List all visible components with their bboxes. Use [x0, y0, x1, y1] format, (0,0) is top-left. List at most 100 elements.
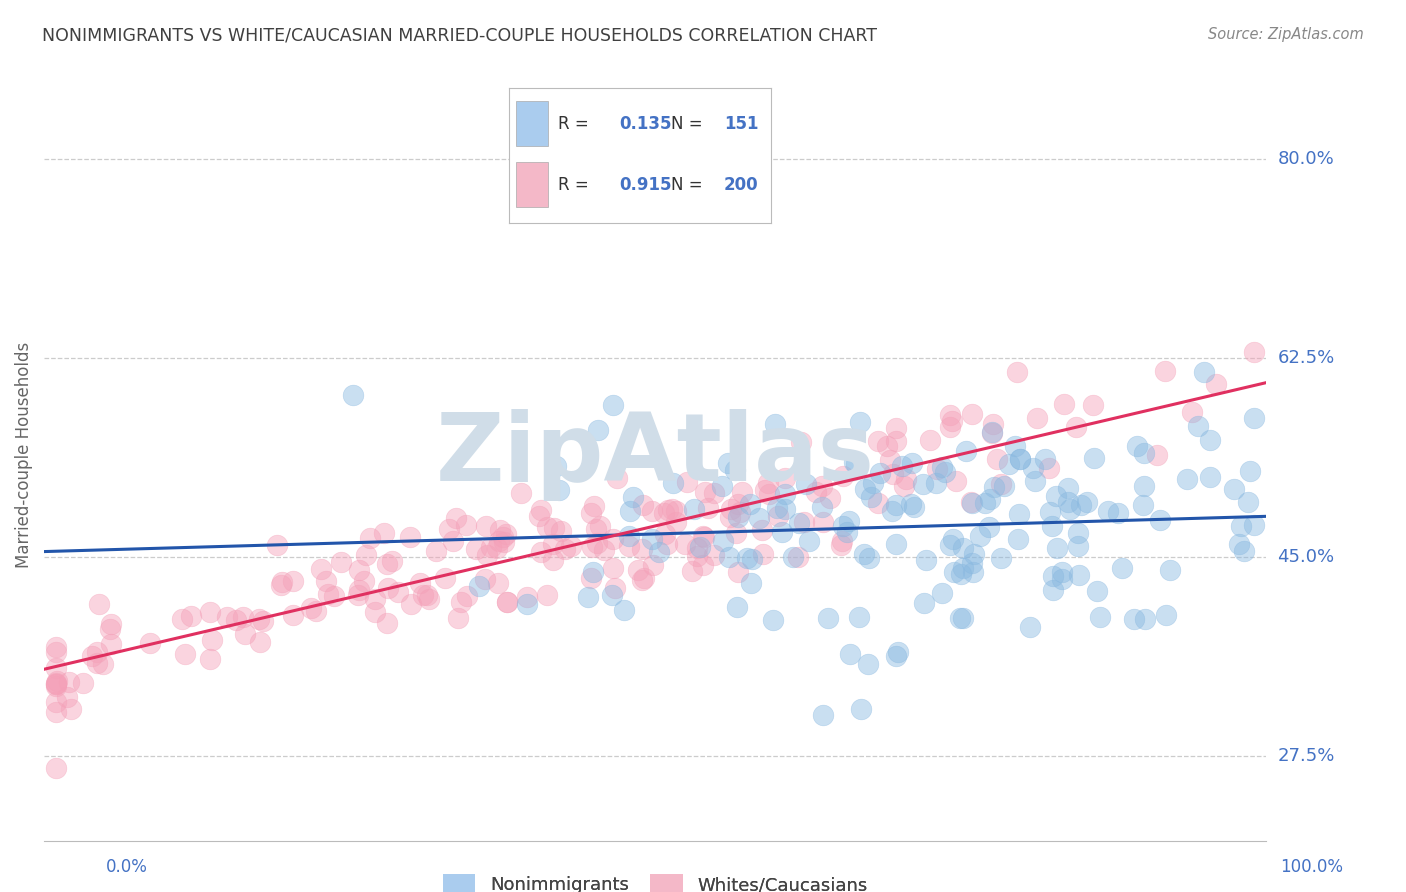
Point	[768, 509, 790, 524]
Point	[831, 519, 853, 533]
Point	[901, 456, 924, 470]
Point	[969, 529, 991, 543]
Point	[633, 571, 655, 585]
Point	[603, 581, 626, 595]
Point	[681, 564, 703, 578]
Point	[349, 582, 371, 597]
Point	[934, 465, 956, 479]
Point	[45, 695, 67, 709]
Point	[1243, 517, 1265, 532]
Point	[980, 425, 1002, 439]
Point	[1052, 572, 1074, 586]
Point	[884, 421, 907, 435]
Point	[1135, 612, 1157, 626]
Point	[643, 558, 665, 572]
Point	[1123, 612, 1146, 626]
Point	[852, 547, 875, 561]
Point	[353, 574, 375, 589]
Point	[1057, 481, 1080, 495]
Point	[1111, 561, 1133, 575]
Point	[856, 657, 879, 672]
Point	[1007, 507, 1029, 521]
Point	[581, 507, 603, 521]
Point	[728, 505, 751, 519]
Point	[1107, 506, 1129, 520]
Point	[1022, 461, 1045, 475]
Point	[606, 471, 628, 485]
Point	[886, 645, 908, 659]
Point	[509, 485, 531, 500]
Point	[100, 637, 122, 651]
Text: 27.5%: 27.5%	[1278, 747, 1334, 765]
Point	[1064, 420, 1087, 434]
Point	[375, 615, 398, 630]
Point	[536, 588, 558, 602]
Point	[235, 626, 257, 640]
Point	[585, 522, 607, 536]
Point	[725, 600, 748, 615]
Point	[247, 612, 270, 626]
Point	[409, 575, 432, 590]
Text: 100.0%: 100.0%	[1279, 858, 1343, 876]
Point	[689, 540, 711, 554]
Point	[586, 536, 609, 550]
Point	[1038, 460, 1060, 475]
Point	[718, 510, 741, 524]
Text: NONIMMIGRANTS VS WHITE/CAUCASIAN MARRIED-COUPLE HOUSEHOLDS CORRELATION CHART: NONIMMIGRANTS VS WHITE/CAUCASIAN MARRIED…	[42, 27, 877, 45]
Point	[582, 499, 605, 513]
Point	[299, 600, 322, 615]
Point	[990, 477, 1012, 491]
Point	[741, 551, 763, 566]
Point	[886, 648, 908, 663]
Point	[86, 645, 108, 659]
Point	[1239, 464, 1261, 478]
Point	[942, 566, 965, 580]
Point	[444, 511, 467, 525]
Point	[692, 529, 714, 543]
Point	[648, 544, 671, 558]
Point	[762, 613, 785, 627]
Point	[329, 555, 352, 569]
Point	[456, 589, 478, 603]
Point	[787, 516, 810, 530]
Point	[82, 649, 104, 664]
Point	[1059, 502, 1081, 516]
Point	[363, 591, 385, 606]
Point	[1132, 446, 1154, 460]
Point	[516, 597, 538, 611]
Point	[931, 586, 953, 600]
Point	[655, 537, 678, 551]
Point	[782, 549, 804, 564]
Point	[1024, 474, 1046, 488]
Point	[998, 457, 1021, 471]
Point	[811, 500, 834, 514]
Point	[813, 516, 835, 530]
Point	[1076, 495, 1098, 509]
Point	[949, 610, 972, 624]
Point	[1026, 411, 1049, 425]
Point	[496, 595, 519, 609]
Point	[853, 482, 876, 496]
Point	[1159, 564, 1181, 578]
Point	[949, 567, 972, 582]
Point	[1175, 472, 1198, 486]
Point	[1229, 537, 1251, 551]
Point	[939, 420, 962, 434]
Point	[869, 466, 891, 480]
Point	[45, 675, 67, 690]
Point	[373, 526, 395, 541]
Point	[763, 417, 786, 432]
Point	[45, 679, 67, 693]
Point	[1205, 377, 1227, 392]
Point	[45, 661, 67, 675]
Point	[758, 487, 780, 501]
Text: ZipAtlas: ZipAtlas	[436, 409, 875, 501]
Point	[1007, 533, 1029, 547]
Point	[657, 502, 679, 516]
Point	[1085, 583, 1108, 598]
Point	[979, 491, 1001, 506]
Point	[198, 651, 221, 665]
Point	[703, 548, 725, 562]
Point	[661, 502, 683, 516]
Point	[959, 494, 981, 508]
